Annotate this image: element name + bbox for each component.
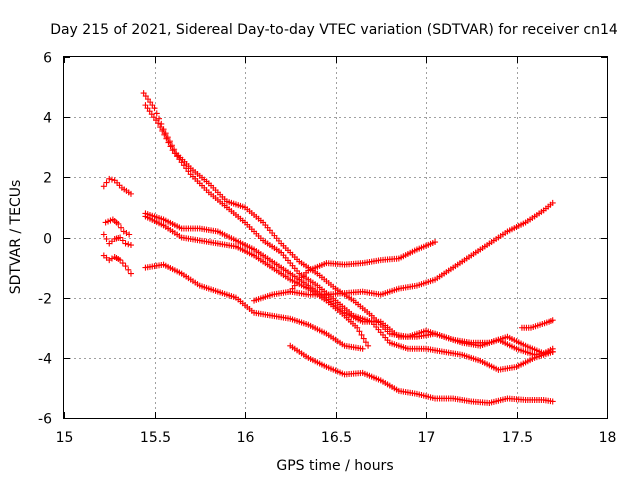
data-points <box>100 90 556 406</box>
data-point <box>147 99 154 106</box>
data-point <box>150 114 157 121</box>
data-point <box>149 102 156 109</box>
data-point <box>140 90 147 97</box>
data-point <box>122 263 129 270</box>
x-tick-label: 17 <box>418 430 436 446</box>
data-point <box>103 179 110 186</box>
data-point <box>144 105 151 112</box>
data-point <box>100 231 107 238</box>
data-point <box>119 260 126 267</box>
data-point <box>117 234 124 241</box>
data-point <box>549 199 556 206</box>
x-tick-label: 15 <box>56 430 74 446</box>
y-axis-label: SDTVAR / TECUs <box>8 180 24 295</box>
data-point <box>127 190 134 197</box>
data-point <box>362 339 369 346</box>
data-point <box>360 335 367 342</box>
data-point <box>119 237 126 244</box>
y-tick-label: -4 <box>38 352 52 368</box>
data-point <box>144 96 151 103</box>
data-point <box>122 240 129 247</box>
data-point <box>161 131 168 138</box>
data-point <box>127 242 134 249</box>
data-point <box>289 285 296 292</box>
data-point <box>432 239 439 246</box>
data-point <box>365 342 372 349</box>
data-point <box>120 228 127 235</box>
data-point <box>118 224 125 231</box>
data-point <box>356 328 363 335</box>
data-point <box>354 324 361 331</box>
data-point <box>164 134 171 141</box>
data-point <box>294 279 301 286</box>
chart-title: Day 215 of 2021, Sidereal Day-to-day VTE… <box>50 22 618 38</box>
x-tick-label: 16 <box>237 430 255 446</box>
data-point <box>359 345 366 352</box>
y-tick-label: 2 <box>43 171 52 187</box>
data-point <box>176 156 183 163</box>
data-point <box>358 331 365 338</box>
data-point <box>142 102 149 109</box>
data-point <box>127 270 134 277</box>
axis-ticks: 15 15.5 16 16.5 17 17.5 18 -6 -4 -2 0 2 4 6 <box>38 51 616 447</box>
data-point <box>167 143 174 150</box>
data-point <box>549 398 556 405</box>
data-point <box>103 236 110 243</box>
y-tick-label: -6 <box>38 412 52 428</box>
data-point <box>117 257 124 264</box>
data-point <box>153 110 160 117</box>
data-point <box>165 139 172 146</box>
plot-frame <box>63 56 608 419</box>
data-point <box>180 162 187 169</box>
data-point <box>155 120 162 127</box>
y-tick-label: 4 <box>43 111 52 127</box>
data-point <box>163 135 170 142</box>
x-tick-label: 18 <box>599 430 617 446</box>
data-point <box>159 127 166 134</box>
data-point <box>125 241 132 248</box>
data-point <box>108 176 115 183</box>
data-point <box>185 168 192 175</box>
y-tick-label: 6 <box>43 51 52 67</box>
y-tick-label: 0 <box>43 232 52 248</box>
x-tick-label: 16.5 <box>321 430 352 446</box>
data-point <box>126 231 133 238</box>
data-point <box>287 288 294 295</box>
data-point <box>106 175 113 182</box>
data-point <box>153 117 160 124</box>
data-point <box>166 138 173 145</box>
data-point <box>549 317 556 324</box>
data-point <box>148 111 155 118</box>
data-point <box>142 93 149 100</box>
x-axis-label: GPS time / hours <box>276 458 393 474</box>
data-point <box>156 115 163 122</box>
x-tick-label: 15.5 <box>140 430 171 446</box>
data-point <box>123 229 130 236</box>
data-point <box>146 108 153 115</box>
data-point <box>169 147 176 154</box>
data-point <box>171 150 178 157</box>
data-point <box>158 120 165 127</box>
data-point <box>178 159 185 166</box>
y-tick-label: -2 <box>38 292 52 308</box>
data-point <box>100 183 107 190</box>
data-point <box>291 282 298 289</box>
data-point <box>549 345 556 352</box>
data-point <box>151 105 158 112</box>
data-point <box>125 266 132 273</box>
data-point <box>157 124 164 131</box>
data-point <box>115 220 122 227</box>
data-point <box>174 153 181 160</box>
data-point <box>183 165 190 172</box>
x-tick-label: 17.5 <box>502 430 533 446</box>
